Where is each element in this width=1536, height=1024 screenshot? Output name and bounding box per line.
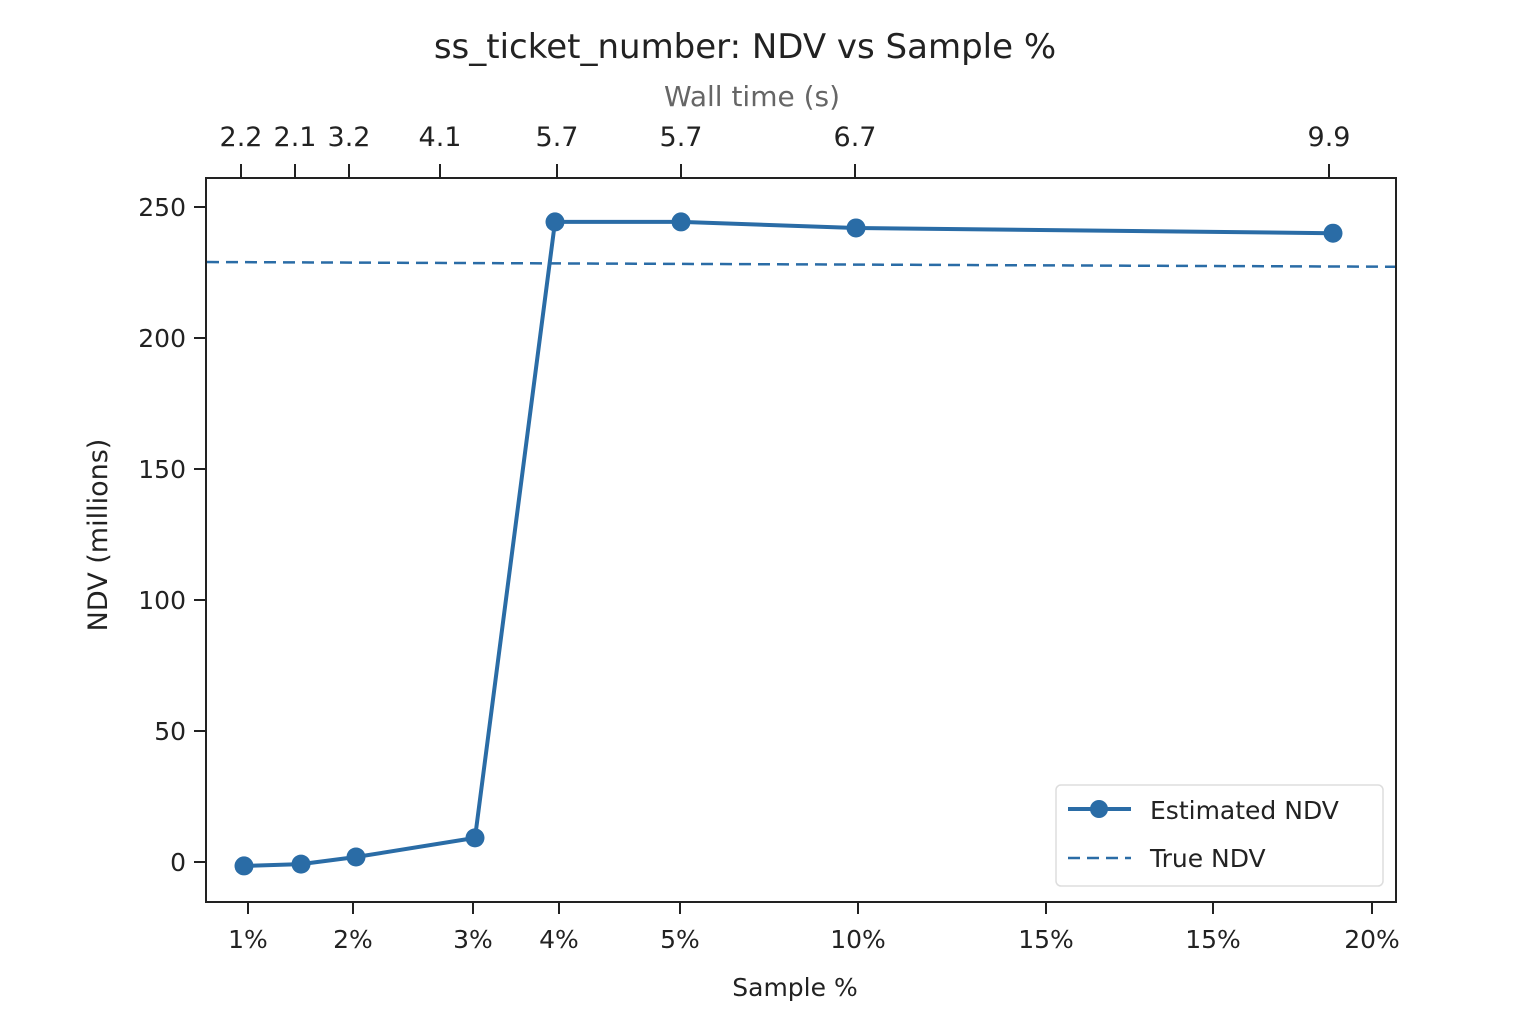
estimated-ndv-point bbox=[291, 854, 311, 874]
top-tick-label: 2.1 bbox=[274, 122, 317, 153]
estimated-ndv-point bbox=[234, 856, 254, 876]
y-tick-label: 0 bbox=[170, 848, 186, 877]
x-tick-label: 15% bbox=[1185, 925, 1241, 954]
estimated-ndv-point bbox=[465, 828, 485, 848]
x-axis-label: Sample % bbox=[732, 973, 857, 1002]
estimated-ndv-line bbox=[243, 219, 1334, 868]
x-tick-label: 15% bbox=[1018, 925, 1074, 954]
y-tick-label: 100 bbox=[138, 586, 186, 615]
estimated-ndv-point bbox=[1323, 223, 1343, 243]
estimated-ndv-point bbox=[346, 847, 366, 867]
y-tick-label: 250 bbox=[138, 193, 186, 222]
top-tick-label: 4.1 bbox=[419, 122, 462, 153]
x-tick-label: 2% bbox=[333, 925, 373, 954]
top-tick-label: 5.7 bbox=[660, 122, 703, 153]
chart-title: ss_ticket_number: NDV vs Sample % bbox=[434, 27, 1056, 67]
x-tick-label: 1% bbox=[228, 925, 268, 954]
plot-frame bbox=[205, 177, 1397, 903]
legend-estimated-label: Estimated NDV bbox=[1150, 796, 1339, 825]
x-tick-label: 5% bbox=[660, 925, 700, 954]
legend: Estimated NDV True NDV bbox=[1055, 784, 1384, 887]
top-tick-label: 3.2 bbox=[328, 122, 371, 153]
estimated-ndv-point bbox=[846, 218, 866, 238]
true-ndv-line bbox=[206, 260, 1396, 268]
y-tick-label: 200 bbox=[138, 324, 186, 353]
legend-true-label: True NDV bbox=[1149, 844, 1266, 873]
top-tick-label: 9.9 bbox=[1308, 122, 1351, 153]
legend-estimated-marker bbox=[1090, 800, 1108, 818]
legend-box bbox=[1055, 784, 1384, 887]
x-tick-label: 20% bbox=[1344, 925, 1400, 954]
x-tick-label: 3% bbox=[453, 925, 493, 954]
estimated-ndv-point bbox=[671, 212, 691, 232]
x-tick-label: 4% bbox=[539, 925, 579, 954]
top-tick-label: 6.7 bbox=[834, 122, 877, 153]
y-tick-label: 150 bbox=[138, 455, 186, 484]
top-axis-label: Wall time (s) bbox=[664, 80, 840, 113]
y-tick-label: 50 bbox=[154, 717, 186, 746]
top-tick-label: 5.7 bbox=[536, 122, 579, 153]
y-axis-label: NDV (millions) bbox=[83, 439, 114, 632]
x-tick-label: 10% bbox=[830, 925, 886, 954]
top-tick-label: 2.2 bbox=[220, 122, 263, 153]
estimated-ndv-point bbox=[545, 212, 565, 232]
